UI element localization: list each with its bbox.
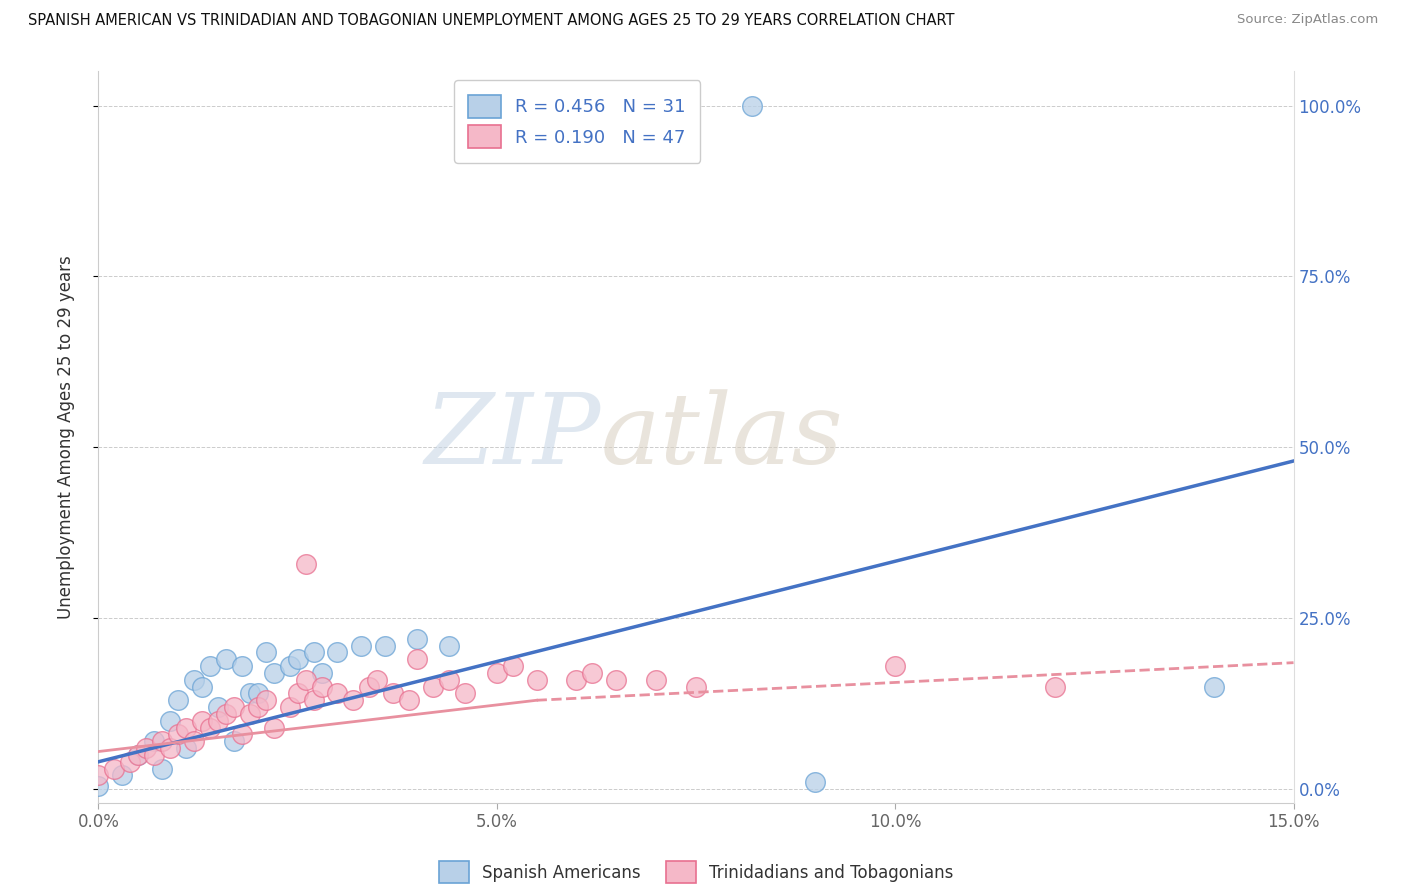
Point	[382, 686, 405, 700]
Point	[246, 686, 269, 700]
Point	[1202, 680, 1225, 694]
Point	[198, 721, 221, 735]
Text: ZIP: ZIP	[425, 390, 600, 484]
Point	[884, 659, 907, 673]
Point	[278, 659, 301, 673]
Point	[326, 645, 349, 659]
Point	[437, 639, 460, 653]
Point	[120, 755, 142, 769]
Point	[526, 673, 548, 687]
Point	[159, 741, 181, 756]
Point	[485, 665, 508, 680]
Y-axis label: Unemployment Among Ages 25 to 29 years: Unemployment Among Ages 25 to 29 years	[56, 255, 75, 619]
Point	[143, 734, 166, 748]
Point	[87, 768, 110, 782]
Point	[150, 734, 173, 748]
Point	[502, 659, 524, 673]
Point	[278, 700, 301, 714]
Point	[263, 721, 285, 735]
Point	[231, 727, 253, 741]
Point	[287, 652, 309, 666]
Point	[183, 673, 205, 687]
Point	[111, 768, 134, 782]
Point	[167, 727, 190, 741]
Point	[454, 686, 477, 700]
Point	[231, 659, 253, 673]
Point	[350, 639, 373, 653]
Point	[311, 665, 333, 680]
Point	[207, 700, 229, 714]
Point	[222, 700, 245, 714]
Point	[239, 686, 262, 700]
Point	[294, 557, 316, 571]
Point	[741, 98, 763, 112]
Point	[565, 673, 588, 687]
Point	[167, 693, 190, 707]
Point	[215, 652, 238, 666]
Point	[406, 652, 429, 666]
Point	[398, 693, 420, 707]
Point	[685, 680, 707, 694]
Point	[1043, 680, 1066, 694]
Point	[302, 645, 325, 659]
Point	[326, 686, 349, 700]
Point	[374, 639, 396, 653]
Point	[605, 673, 627, 687]
Point	[359, 680, 381, 694]
Point	[191, 680, 214, 694]
Point	[127, 747, 149, 762]
Point	[287, 686, 309, 700]
Point	[87, 779, 110, 793]
Point	[366, 673, 388, 687]
Point	[135, 741, 157, 756]
Point	[311, 680, 333, 694]
Legend: Spanish Americans, Trinidadians and Tobagonians: Spanish Americans, Trinidadians and Toba…	[432, 855, 960, 889]
Point	[150, 762, 173, 776]
Point	[437, 673, 460, 687]
Point	[581, 665, 603, 680]
Point	[215, 706, 238, 721]
Point	[183, 734, 205, 748]
Point	[207, 714, 229, 728]
Point	[645, 673, 668, 687]
Point	[239, 706, 262, 721]
Point	[191, 714, 214, 728]
Point	[159, 714, 181, 728]
Point	[254, 645, 277, 659]
Point	[294, 673, 316, 687]
Point	[127, 747, 149, 762]
Point	[222, 734, 245, 748]
Point	[254, 693, 277, 707]
Point	[422, 680, 444, 694]
Point	[174, 721, 197, 735]
Point	[263, 665, 285, 680]
Point	[342, 693, 364, 707]
Point	[246, 700, 269, 714]
Point	[143, 747, 166, 762]
Point	[804, 775, 827, 789]
Text: atlas: atlas	[600, 390, 844, 484]
Point	[174, 741, 197, 756]
Text: Source: ZipAtlas.com: Source: ZipAtlas.com	[1237, 13, 1378, 27]
Point	[198, 659, 221, 673]
Point	[103, 762, 125, 776]
Point	[406, 632, 429, 646]
Point	[302, 693, 325, 707]
Text: SPANISH AMERICAN VS TRINIDADIAN AND TOBAGONIAN UNEMPLOYMENT AMONG AGES 25 TO 29 : SPANISH AMERICAN VS TRINIDADIAN AND TOBA…	[28, 13, 955, 29]
